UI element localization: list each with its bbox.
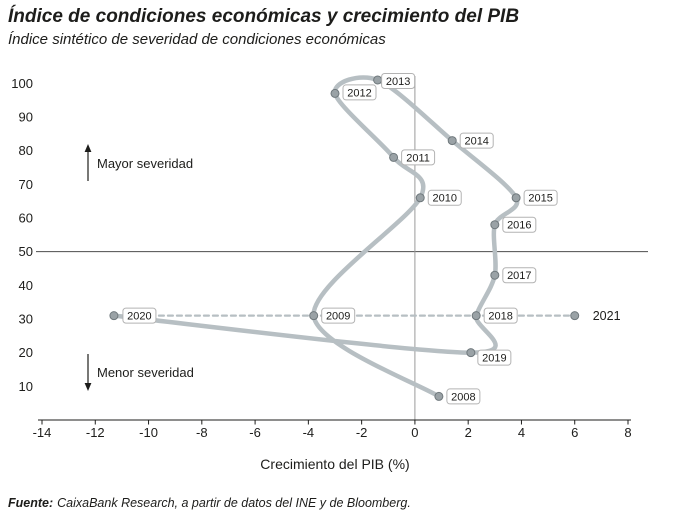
- year-label-box-2012: [342, 84, 377, 101]
- x-tick-label: 0: [411, 425, 418, 440]
- year-label-2015: 2015: [528, 193, 552, 205]
- data-point-2008: [434, 391, 444, 401]
- year-label-box-2011: [401, 149, 436, 166]
- source-label: Fuente:: [8, 495, 54, 510]
- data-point-2014: [447, 135, 457, 145]
- y-tick-label: 100: [11, 76, 33, 91]
- x-tick-label: 2: [465, 425, 472, 440]
- year-label-2013: 2013: [386, 76, 410, 88]
- data-point-2020: [109, 310, 119, 320]
- data-point-2013: [373, 75, 383, 85]
- y-tick-label: 50: [19, 244, 33, 259]
- x-tick-label: 8: [624, 425, 631, 440]
- x-tick-label: -4: [303, 425, 315, 440]
- year-label-box-2015: [523, 189, 558, 206]
- data-point-2019: [466, 348, 476, 358]
- year-label-2012: 2012: [347, 87, 371, 99]
- y-tick-label: 30: [19, 311, 33, 326]
- arrow-up-head-icon: [84, 143, 92, 152]
- x-tick-label: -2: [356, 425, 368, 440]
- data-point-2009: [309, 310, 319, 320]
- arrow-down-head-icon: [84, 382, 92, 391]
- data-point-2017: [490, 270, 500, 280]
- data-point-2016: [490, 220, 500, 230]
- x-tick-label: -12: [86, 425, 105, 440]
- x-axis-title: Crecimiento del PIB (%): [260, 456, 409, 472]
- x-tick-label: -10: [139, 425, 158, 440]
- y-tick-label: 70: [19, 177, 33, 192]
- chart-title: Índice de condiciones económicas y creci…: [8, 6, 520, 27]
- year-label-box-2018: [483, 307, 518, 324]
- year-label-2010: 2010: [432, 193, 456, 205]
- annotation-down: Menor severidad: [97, 365, 194, 380]
- data-point-2010: [415, 193, 425, 203]
- year-label-box-2010: [427, 189, 462, 206]
- year-label-2009: 2009: [326, 310, 350, 322]
- source-text: CaixaBank Research, a partir de datos de…: [57, 495, 411, 510]
- year-label-box-2008: [446, 388, 481, 405]
- year-label-box-2019: [477, 349, 512, 366]
- y-tick-label: 80: [19, 143, 33, 158]
- year-label-2014: 2014: [464, 135, 488, 147]
- y-tick-label: 20: [19, 345, 33, 360]
- year-label-2017: 2017: [507, 270, 531, 282]
- year-label-box-2009: [321, 307, 356, 324]
- series-historical: [111, 75, 520, 399]
- x-tick-label: -6: [249, 425, 261, 440]
- year-label-box-2013: [381, 72, 416, 89]
- data-point-2011: [389, 152, 399, 162]
- data-point-2018: [471, 310, 481, 320]
- year-label-box-2017: [502, 267, 537, 284]
- year-label-2020: 2020: [127, 310, 151, 322]
- year-label-box-2020: [122, 307, 157, 324]
- x-tick-label: -8: [196, 425, 208, 440]
- year-label-2008: 2008: [451, 391, 475, 403]
- x-tick-label: -14: [33, 425, 52, 440]
- source-note: Fuente: CaixaBank Research, a partir de d…: [0, 482, 690, 510]
- data-point-2015: [511, 193, 521, 203]
- annotation-up: Mayor severidad: [97, 156, 193, 171]
- y-tick-label: 10: [19, 379, 33, 394]
- chart-header: Índice de condiciones económicas y creci…: [0, 0, 690, 48]
- economic-conditions-scatter-chart: 2008200920102011201220132014201520162017…: [11, 72, 648, 472]
- y-tick-label: 40: [19, 278, 33, 293]
- year-label-2019: 2019: [482, 352, 506, 364]
- year-label-2018: 2018: [488, 310, 512, 322]
- year-label-box-2014: [459, 132, 494, 149]
- year-label-box-2016: [502, 216, 537, 233]
- chart-subtitle: Índice sintético de severidad de condici…: [8, 30, 386, 48]
- year-label-2021: 2021: [593, 309, 621, 323]
- year-label-2016: 2016: [507, 219, 531, 231]
- x-tick-label: 4: [518, 425, 525, 440]
- x-tick-label: 6: [571, 425, 578, 440]
- data-point-2012: [330, 88, 340, 98]
- y-tick-label: 90: [19, 109, 33, 124]
- y-tick-label: 60: [19, 210, 33, 225]
- year-label-2011: 2011: [406, 152, 430, 164]
- data-point-2021: [570, 310, 580, 320]
